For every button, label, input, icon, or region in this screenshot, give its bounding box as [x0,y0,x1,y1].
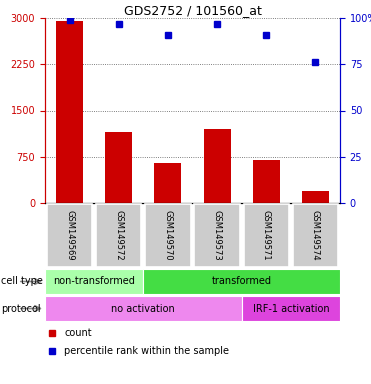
Text: GSM149571: GSM149571 [262,210,271,261]
Text: count: count [64,328,92,338]
Text: protocol: protocol [1,303,41,313]
Text: GSM149573: GSM149573 [213,210,221,261]
Bar [145,204,191,267]
Bar [204,129,231,203]
Bar [242,296,340,321]
Bar [154,163,181,203]
Bar [45,268,143,295]
Text: GSM149570: GSM149570 [163,210,173,261]
Text: no activation: no activation [111,303,175,313]
Bar [302,191,329,203]
Bar [293,204,338,267]
Bar [105,132,132,203]
Bar [244,204,289,267]
Bar [96,204,141,267]
Title: GDS2752 / 101560_at: GDS2752 / 101560_at [124,4,262,17]
Bar [45,296,242,321]
Text: transformed: transformed [212,276,272,286]
Text: GSM149572: GSM149572 [114,210,123,261]
Text: GSM149574: GSM149574 [311,210,320,261]
Text: IRF-1 activation: IRF-1 activation [253,303,329,313]
Bar [56,21,83,203]
Bar [143,268,340,295]
Text: cell type: cell type [1,276,43,286]
Bar [194,204,240,267]
Bar [253,160,280,203]
Text: GSM149569: GSM149569 [65,210,74,261]
Bar [47,204,92,267]
Text: percentile rank within the sample: percentile rank within the sample [64,346,229,356]
Text: non-transformed: non-transformed [53,276,135,286]
